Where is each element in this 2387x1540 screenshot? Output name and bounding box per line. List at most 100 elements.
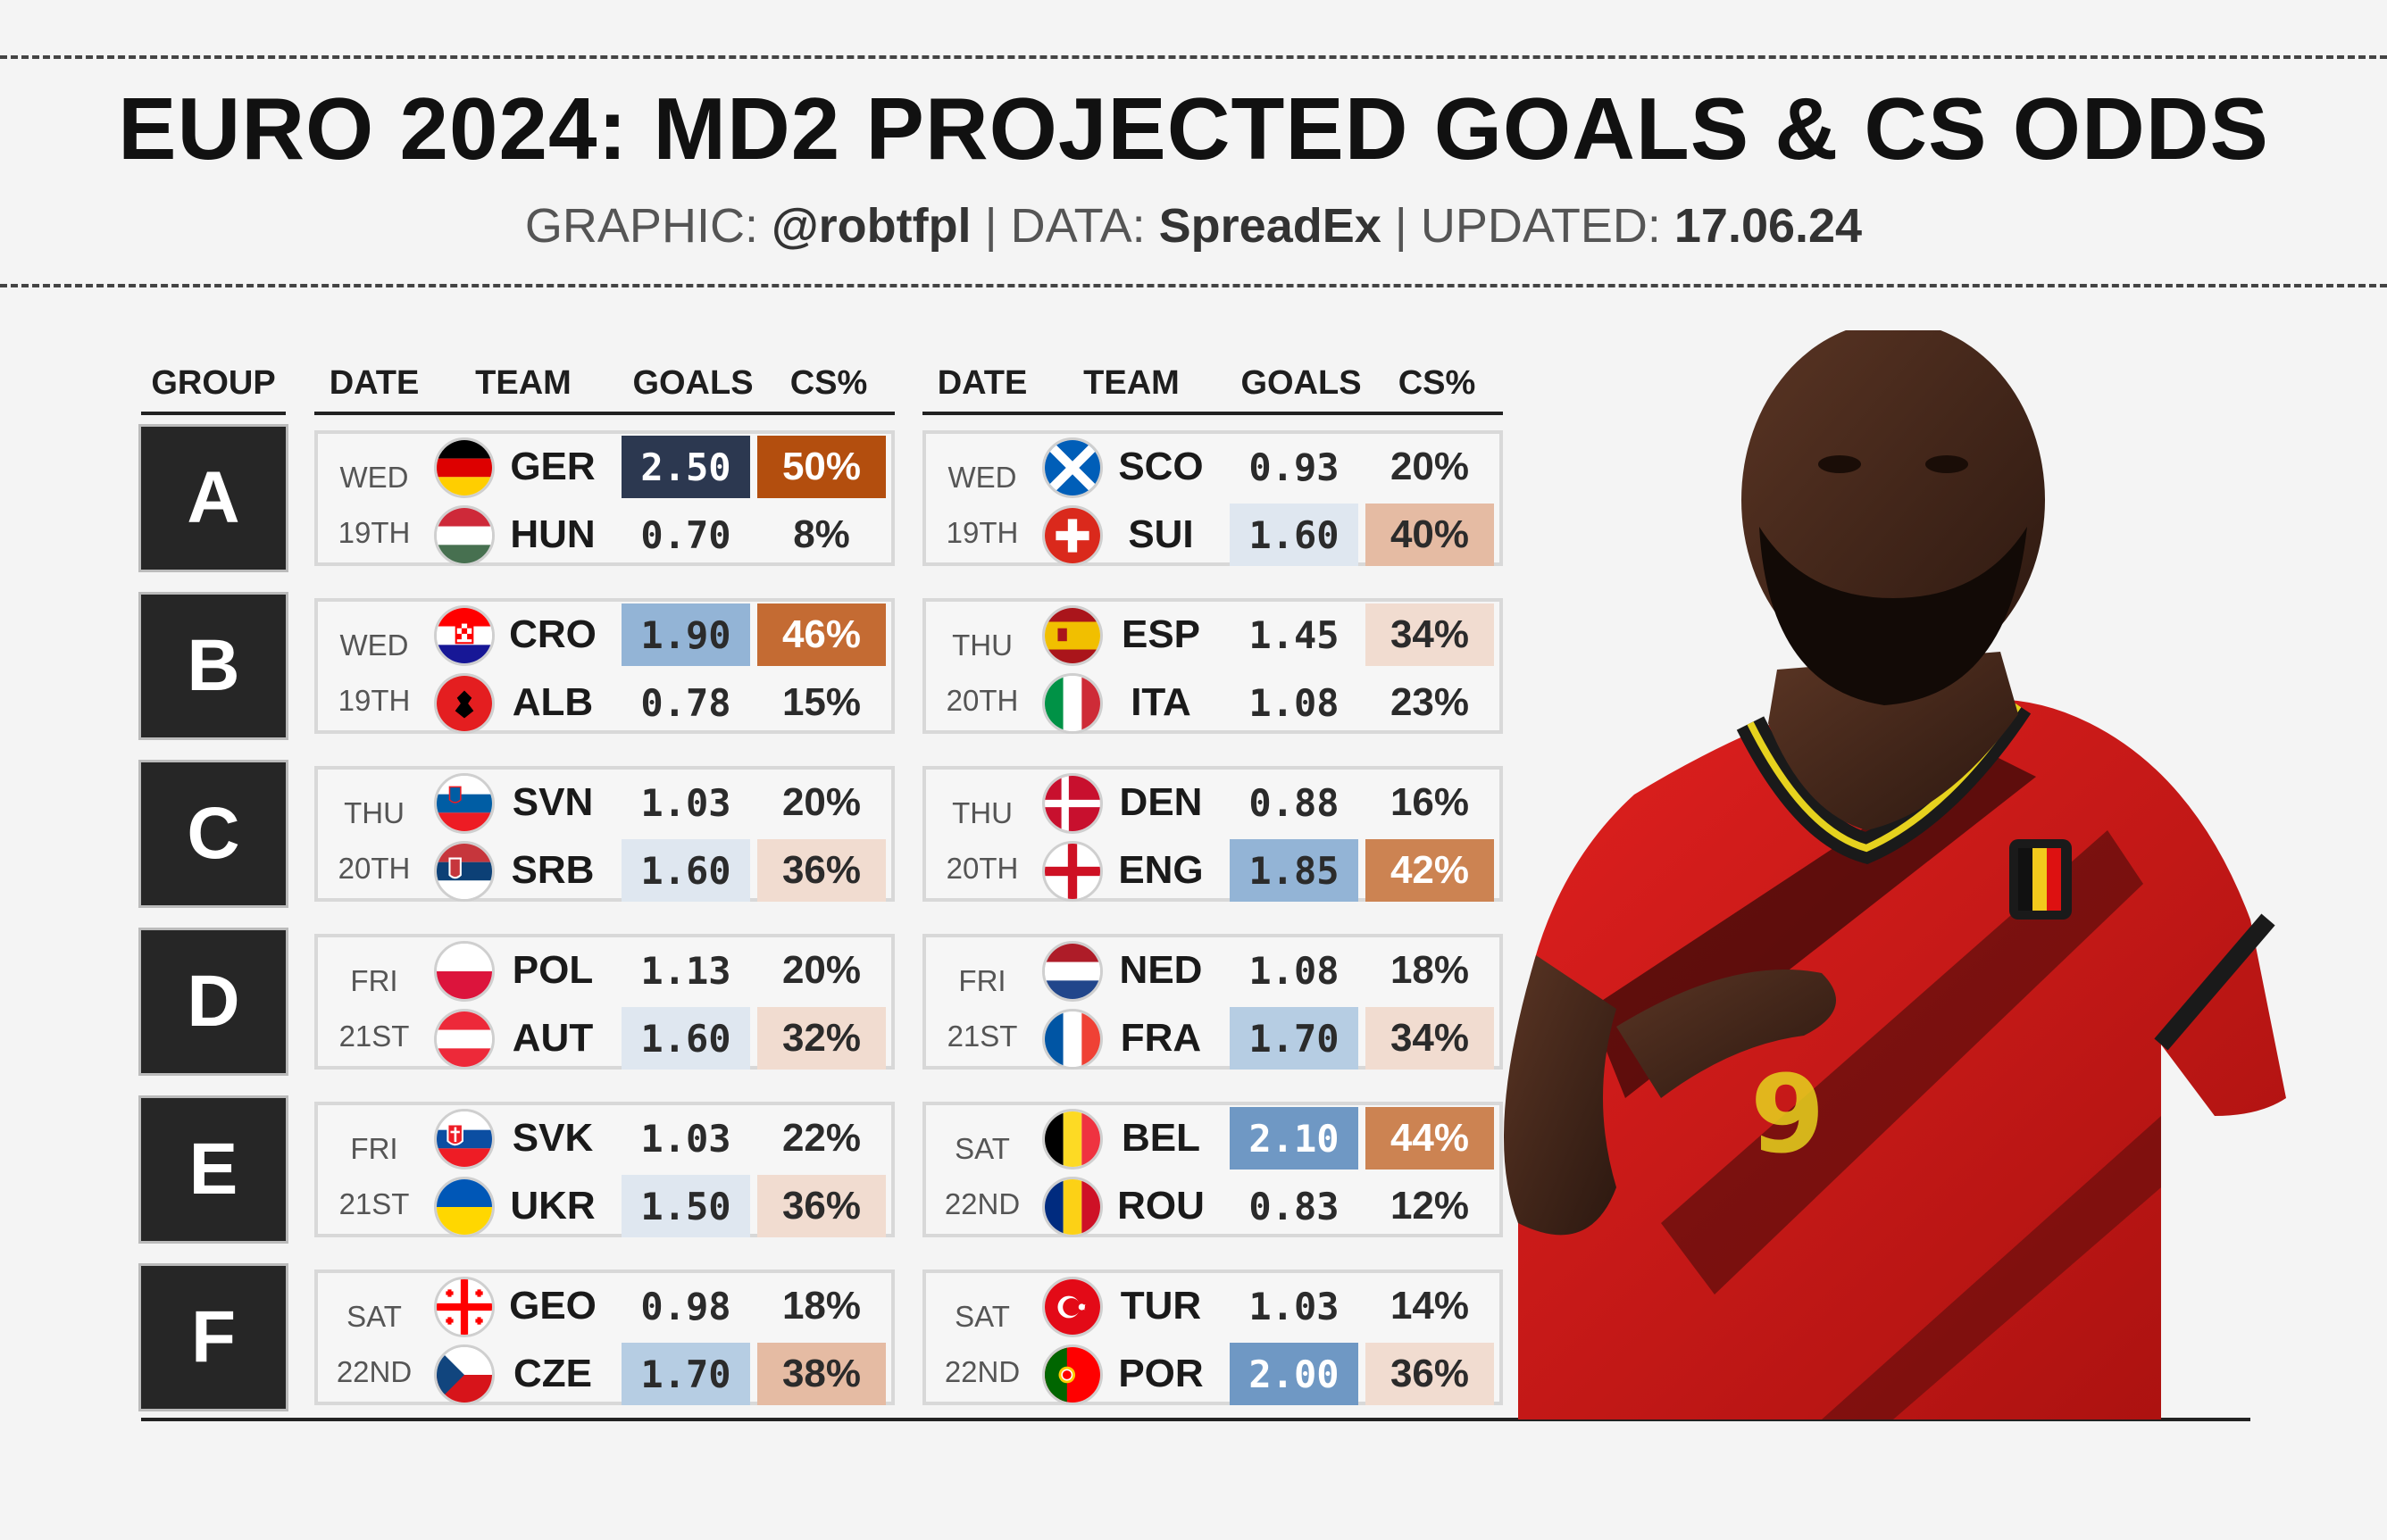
updated-label: UPDATED:	[1420, 199, 1661, 253]
poland-flag-icon	[434, 941, 495, 1002]
slovenia-flag-icon	[434, 773, 495, 834]
goals-value: 1.50	[622, 1175, 750, 1237]
albania-flag-icon	[434, 673, 495, 734]
switzerland-flag-icon	[1042, 505, 1103, 566]
belgium-flag-icon	[1042, 1109, 1103, 1170]
group-label: F	[141, 1266, 286, 1409]
match-card: SAT 22ND TUR 1.03 14% POR 2.00 36%	[922, 1269, 1503, 1405]
team-code: CRO	[509, 612, 597, 656]
cs-value: 14%	[1390, 1284, 1470, 1328]
match-date: 19TH	[338, 684, 411, 717]
belgium-player-photo: 9	[1504, 330, 2286, 1419]
svg-text:9: 9	[1750, 1053, 1825, 1178]
cs-value: 32%	[757, 1007, 886, 1070]
header-date: DATE	[937, 364, 1028, 402]
goals-value: 0.88	[1248, 780, 1340, 825]
separator: |	[1394, 199, 1407, 253]
goals-value: 2.00	[1230, 1343, 1358, 1405]
data-label: DATA:	[1010, 199, 1146, 253]
cs-value: 34%	[1365, 1007, 1494, 1070]
goals-value: 1.03	[640, 1116, 731, 1161]
team-code: TUR	[1120, 1284, 1202, 1328]
chart-subtitle: GRAPHIC: @robtfpl | DATA: SpreadEx | UPD…	[0, 198, 2387, 254]
graphic-label: GRAPHIC:	[524, 199, 758, 253]
team-code: POR	[1118, 1352, 1204, 1395]
match-day: SAT	[346, 1300, 402, 1333]
goals-value: 0.93	[1248, 445, 1340, 489]
cs-value: 36%	[757, 839, 886, 902]
header-goals: GOALS	[632, 364, 754, 402]
cs-value: 8%	[793, 512, 850, 556]
goals-value: 1.45	[1248, 612, 1340, 657]
cs-value: 44%	[1365, 1107, 1494, 1170]
team-code: SVK	[512, 1116, 594, 1160]
team-code: SUI	[1128, 512, 1194, 556]
cs-value: 46%	[757, 604, 886, 666]
goals-value: 0.78	[640, 680, 731, 725]
match-date: 20TH	[338, 852, 411, 885]
germany-flag-icon	[434, 437, 495, 498]
match-day: FRI	[350, 1132, 398, 1165]
cs-value: 16%	[1390, 780, 1470, 824]
match-date: 20TH	[946, 684, 1019, 717]
group-label: A	[141, 427, 286, 570]
czechia-flag-icon	[434, 1344, 495, 1405]
team-code: AUT	[512, 1016, 594, 1060]
goals-value: 2.10	[1230, 1107, 1358, 1170]
cs-value: 36%	[1365, 1343, 1494, 1405]
header-cs: CS%	[1398, 364, 1476, 402]
match-day: WED	[947, 461, 1017, 494]
team-code: DEN	[1119, 780, 1203, 824]
team-code: ALB	[512, 680, 594, 724]
group-label: D	[141, 930, 286, 1073]
goals-value: 1.13	[640, 948, 731, 993]
match-card: SAT 22ND BEL 2.10 44% ROU 0.83 12%	[922, 1102, 1503, 1237]
portugal-flag-icon	[1042, 1344, 1103, 1405]
goals-value: 1.60	[622, 839, 750, 902]
match-day: FRI	[350, 964, 398, 997]
match-card: SAT 22ND GEO 0.98 18% CZE 1.70 38%	[314, 1269, 895, 1405]
match-day: THU	[952, 796, 1013, 829]
cs-value: 20%	[1390, 445, 1470, 488]
goals-value: 1.60	[622, 1007, 750, 1070]
goals-value: 0.83	[1248, 1184, 1340, 1228]
netherlands-flag-icon	[1042, 941, 1103, 1002]
cs-value: 18%	[781, 1284, 862, 1328]
match-date: 19TH	[338, 516, 411, 549]
cs-value: 15%	[781, 680, 862, 724]
match-card: FRI 21ST SVK 1.03 22% UKR 1.50 36%	[314, 1102, 895, 1237]
match-date: 21ST	[947, 1020, 1018, 1053]
goals-value: 1.08	[1248, 948, 1340, 993]
cs-value: 50%	[757, 436, 886, 498]
croatia-flag-icon	[434, 605, 495, 666]
match-day: WED	[339, 461, 409, 494]
match-card: THU 20TH SVN 1.03 20% SRB 1.60 36%	[314, 766, 895, 902]
match-date: 21ST	[338, 1187, 410, 1220]
goals-value: 0.70	[640, 512, 731, 557]
england-flag-icon	[1042, 841, 1103, 902]
chart-title: EURO 2024: MD2 PROJECTED GOALS & CS ODDS	[118, 79, 2269, 178]
match-date: 22ND	[944, 1187, 1021, 1220]
slovakia-flag-icon	[434, 1109, 495, 1170]
goals-value: 0.98	[640, 1284, 731, 1328]
table-bottom-rule	[141, 1418, 2250, 1421]
italy-flag-icon	[1042, 673, 1103, 734]
team-code: ENG	[1118, 848, 1204, 892]
romania-flag-icon	[1042, 1177, 1103, 1237]
goals-value: 1.90	[622, 604, 750, 666]
serbia-flag-icon	[434, 841, 495, 902]
match-day: SAT	[955, 1132, 1010, 1165]
goals-value: 1.03	[1248, 1284, 1340, 1328]
cs-value: 36%	[757, 1175, 886, 1237]
team-code: ROU	[1117, 1184, 1205, 1228]
header-date: DATE	[329, 364, 420, 402]
goals-value: 1.60	[1230, 504, 1358, 566]
team-code: HUN	[510, 512, 596, 556]
separator: |	[984, 199, 997, 253]
georgia-flag-icon	[434, 1277, 495, 1337]
scotland-flag-icon	[1042, 437, 1103, 498]
header-goals: GOALS	[1240, 364, 1362, 402]
team-code: ITA	[1131, 680, 1191, 724]
goals-value: 1.70	[622, 1343, 750, 1405]
match-card: WED 19TH SCO 0.93 20% SUI 1.60 40%	[922, 430, 1503, 566]
